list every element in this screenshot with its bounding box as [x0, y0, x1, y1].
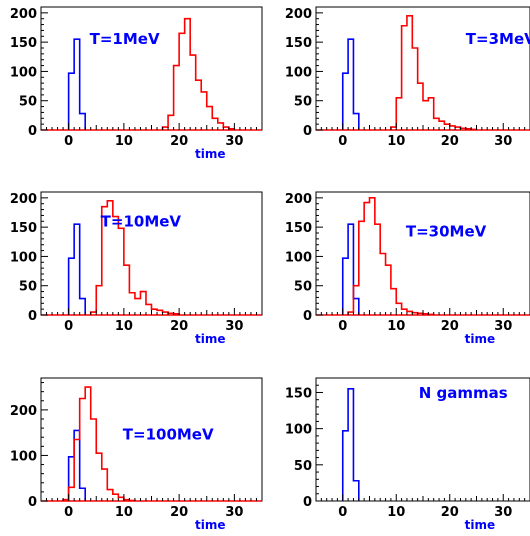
panel-1: 0 10 20 30 0 50 100 150 200 time T=1MeV: [10, 6, 263, 161]
y-tick-label: 50: [19, 280, 37, 295]
x-tick-label: 10: [387, 505, 405, 520]
y-tick-label: 100: [10, 65, 37, 80]
x-tick-label: 30: [225, 319, 243, 334]
red-histogram-series: [62, 386, 136, 502]
y-tick-label: 200: [10, 7, 37, 22]
x-tick-label: 20: [441, 505, 459, 520]
x-axis-title: time: [465, 332, 496, 346]
blue-histogram-series: [341, 388, 360, 501]
x-tick-label: 10: [115, 505, 133, 520]
y-tick-label: 200: [10, 404, 37, 419]
y-tick-label: 0: [303, 495, 312, 510]
panel-annotation: T=10MeV: [101, 213, 182, 231]
red-histogram-series: [390, 14, 478, 131]
panel-2: 0 10 20 30 0 50 100 150 200 T=3MeV: [285, 6, 530, 149]
y-tick-label: 150: [285, 36, 312, 51]
x-tick-label: 10: [115, 134, 133, 149]
blue-histogram-series: [341, 223, 360, 315]
x-tick-label: 10: [387, 134, 405, 149]
y-tick-label: 150: [285, 221, 312, 236]
x-tick-label: 0: [64, 134, 73, 149]
y-tick-label: 50: [294, 459, 312, 474]
y-tick-label: 200: [285, 7, 312, 22]
x-tick-label: 30: [494, 134, 512, 149]
y-tick-label: 50: [19, 95, 37, 110]
x-axis-title: time: [465, 518, 496, 532]
blue-histogram-series: [67, 223, 86, 315]
x-tick-label: 20: [170, 319, 188, 334]
x-axis-title: time: [195, 147, 226, 161]
x-tick-label: 10: [387, 319, 405, 334]
x-tick-label: 30: [494, 505, 512, 520]
panel-annotation: N gammas: [419, 384, 508, 402]
y-tick-label: 0: [303, 309, 312, 324]
panel-annotation: T=3MeV: [466, 30, 530, 48]
panel-6: 0 10 20 30 0 50 100 150 time N gammas: [285, 377, 530, 532]
y-tick-label: 50: [294, 280, 312, 295]
x-tick-label: 30: [225, 505, 243, 520]
y-tick-label: 0: [28, 495, 37, 510]
y-tick-label: 150: [10, 221, 37, 236]
panel-annotation: T=100MeV: [123, 426, 214, 444]
panel-4: 0 10 20 30 0 50 100 150 200 time T=30MeV: [285, 191, 530, 346]
y-tick-label: 150: [285, 386, 312, 401]
x-tick-label: 20: [170, 134, 188, 149]
x-tick-label: 10: [115, 319, 133, 334]
y-tick-label: 100: [10, 250, 37, 265]
x-tick-label: 0: [64, 319, 73, 334]
y-tick-label: 100: [285, 65, 312, 80]
y-tick-label: 100: [285, 250, 312, 265]
y-tick-label: 100: [10, 449, 37, 464]
red-histogram-series: [347, 197, 435, 316]
x-tick-label: 0: [64, 505, 73, 520]
blue-histogram-series: [341, 38, 360, 130]
y-tick-label: 100: [285, 423, 312, 438]
x-axis-title: time: [195, 332, 226, 346]
y-tick-label: 0: [303, 124, 312, 139]
x-tick-label: 0: [338, 134, 347, 149]
blue-histogram-series: [67, 38, 86, 130]
red-histogram-series: [161, 17, 236, 130]
y-tick-label: 200: [10, 192, 37, 207]
y-tick-label: 0: [28, 309, 37, 324]
panel-3: 0 10 20 30 0 50 100 150 200 time T=10MeV: [10, 191, 263, 346]
panel-annotation: T=30MeV: [406, 222, 487, 240]
x-tick-label: 0: [338, 319, 347, 334]
y-tick-label: 200: [285, 192, 312, 207]
y-tick-label: 50: [294, 95, 312, 110]
panel-annotation: T=1MeV: [90, 30, 160, 48]
x-tick-label: 20: [170, 505, 188, 520]
y-tick-label: 150: [10, 36, 37, 51]
red-histogram-series: [89, 199, 180, 315]
blue-histogram-series: [67, 429, 86, 501]
x-tick-label: 30: [494, 319, 512, 334]
x-axis-title: time: [195, 518, 226, 532]
x-tick-label: 20: [441, 319, 459, 334]
y-tick-label: 0: [28, 124, 37, 139]
x-tick-label: 20: [441, 134, 459, 149]
x-tick-label: 0: [338, 505, 347, 520]
panel-5: 0 10 20 30 0 100 200 time T=100MeV: [10, 377, 263, 532]
x-tick-label: 30: [225, 134, 243, 149]
